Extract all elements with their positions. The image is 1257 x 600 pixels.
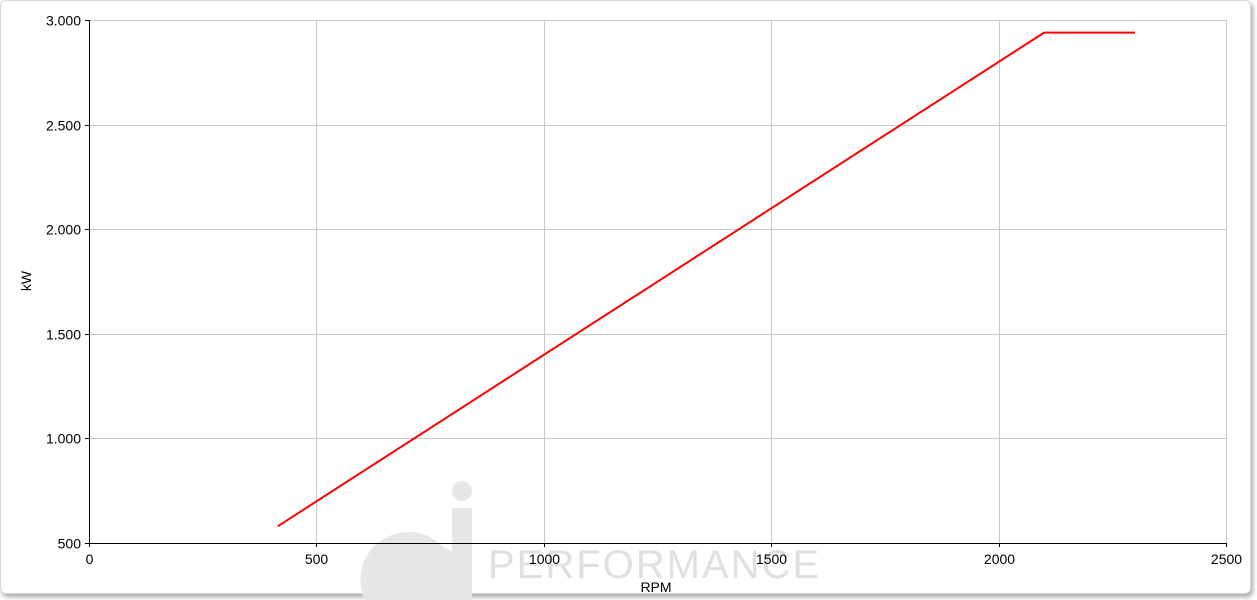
y-tick-label: 1.500 (46, 327, 81, 343)
y-tick-label: 3.000 (46, 13, 81, 29)
x-tick-label: 0 (86, 551, 94, 567)
watermark-d-icon (360, 481, 472, 600)
x-axis-title: RPM (640, 579, 671, 595)
x-tick-label: 1000 (529, 551, 560, 567)
y-tick-label: 2.000 (46, 222, 81, 238)
axes (85, 20, 1227, 547)
power-curve-line (277, 31, 1135, 528)
x-tick-label: 500 (305, 551, 329, 567)
data-series (277, 31, 1135, 528)
x-tick-label: 2500 (1211, 551, 1242, 567)
y-tick-label: 1.000 (46, 431, 81, 447)
x-tick-label: 2000 (984, 551, 1015, 567)
tick-labels: 0 500 1000 1500 2000 25005001.0001.5002.0002.… (46, 13, 1242, 568)
x-tick-label: 1500 (756, 551, 787, 567)
watermark-logo: PERFORMANCE (360, 481, 821, 600)
y-axis-title: kW (18, 270, 34, 291)
watermark-text: PERFORMANCE (488, 543, 821, 587)
y-tick-label: 2.500 (46, 118, 81, 134)
y-tick-label: 500 (58, 536, 82, 552)
